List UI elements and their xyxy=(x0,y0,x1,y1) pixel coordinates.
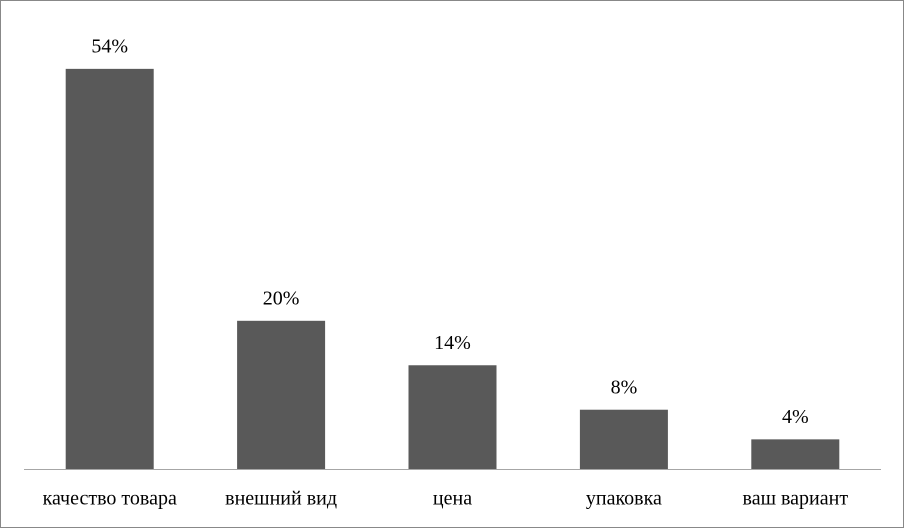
bar xyxy=(65,68,154,470)
value-label: 20% xyxy=(263,287,300,309)
bar xyxy=(751,439,840,469)
x-tick-label: качество товара xyxy=(43,488,177,510)
value-label: 54% xyxy=(91,35,128,57)
bar xyxy=(237,320,326,469)
x-tick-label: цена xyxy=(433,488,472,510)
value-label: 14% xyxy=(434,332,471,354)
value-label: 8% xyxy=(611,376,638,398)
x-tick-label: упаковка xyxy=(586,488,662,510)
value-label: 4% xyxy=(782,406,809,428)
x-tick-label: внешний вид xyxy=(225,488,337,510)
bar xyxy=(408,365,497,469)
x-tick-label: ваш вариант xyxy=(743,488,849,510)
bar xyxy=(579,409,668,469)
